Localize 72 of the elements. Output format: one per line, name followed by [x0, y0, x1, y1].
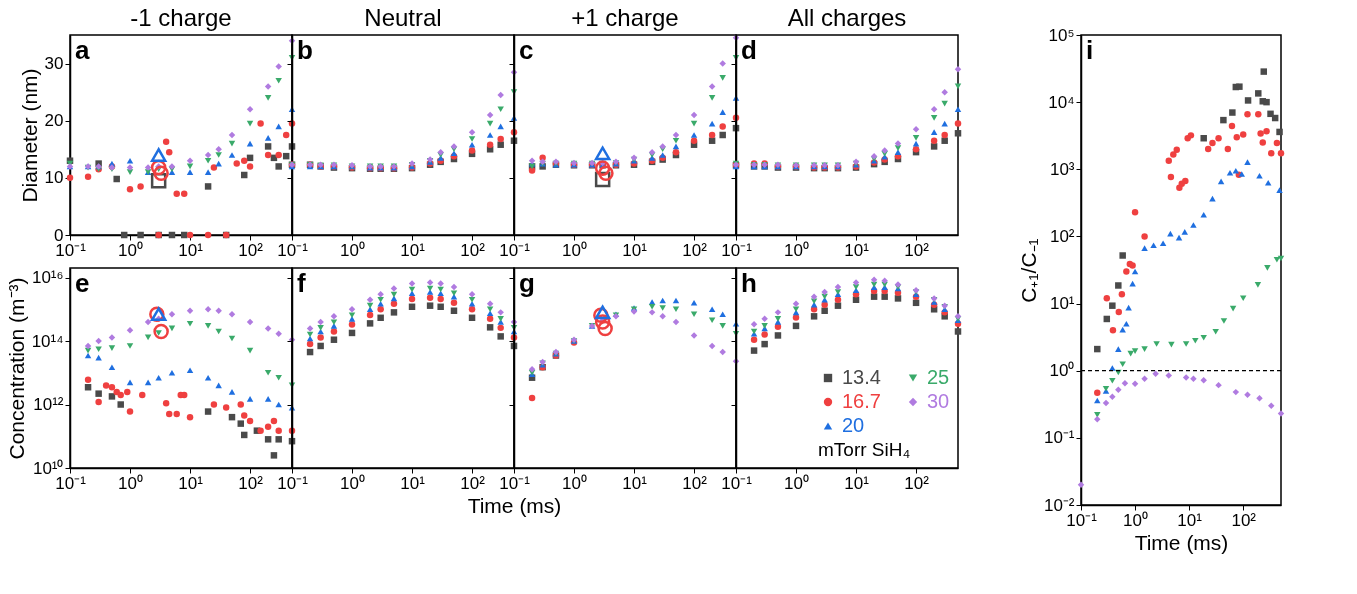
x-tick-label: 10¹	[178, 473, 204, 493]
x-tick-label: 10¹	[400, 240, 426, 260]
x-tick-label: 10²	[460, 240, 486, 260]
annotation: h	[741, 268, 757, 298]
y-tick-label: 10²	[1049, 226, 1075, 246]
x-tick-label: 10²	[682, 473, 708, 493]
legend-title: mTorr SiH₄	[818, 439, 911, 460]
y-axis-title: Diameter (nm)	[17, 68, 41, 203]
annotation: i	[1086, 35, 1094, 65]
x-axis-title: Time (ms)	[1134, 530, 1229, 554]
y-tick-label: 10⁴	[1048, 92, 1075, 112]
y-tick-label: 20	[44, 111, 64, 131]
x-tick-label: 10⁰	[118, 240, 143, 260]
y-axis-title: C₊₁/C₋₁	[1016, 238, 1040, 303]
legend-label: 25	[927, 366, 950, 388]
y-tick-label: 10¹⁴	[31, 331, 64, 351]
legend-label: 30	[927, 390, 950, 412]
x-tick-label: 10⁰	[784, 473, 809, 493]
x-tick-label: 10⁻¹	[721, 240, 753, 260]
chart-title: -1 charge	[130, 4, 232, 31]
x-tick-label: 10¹	[844, 240, 870, 260]
x-tick-label: 10¹	[622, 240, 648, 260]
x-tick-label: 10⁻¹	[499, 473, 531, 493]
y-axis-title: Concentration (m⁻³)	[4, 277, 28, 460]
annotation: d	[741, 35, 757, 65]
x-tick-label: 10¹	[622, 473, 648, 493]
annotation: c	[519, 35, 534, 65]
y-tick-label: 10⁵	[1048, 25, 1075, 45]
annotation: a	[75, 35, 90, 65]
y-tick-label: 10¹²	[33, 395, 64, 415]
y-tick-label: 10⁻¹	[1043, 428, 1075, 448]
x-axis-title: Time (ms)	[467, 493, 562, 517]
x-tick-label: 10²	[1231, 510, 1257, 530]
legend-label: 13.4	[842, 366, 881, 388]
x-tick-label: 10¹	[400, 473, 426, 493]
x-tick-label: 10¹	[178, 240, 204, 260]
x-tick-label: 10⁰	[118, 473, 143, 493]
y-tick-label: 10¹⁶	[31, 268, 64, 288]
annotation: e	[75, 268, 90, 298]
y-tick-label: 10¹⁰	[32, 458, 64, 478]
x-tick-label: 10⁻¹	[499, 240, 531, 260]
annotation: f	[297, 268, 306, 298]
x-tick-label: 10⁰	[562, 240, 587, 260]
legend-label: 20	[842, 414, 865, 436]
y-tick-label: 10	[44, 168, 64, 188]
chart-title: All charges	[787, 4, 907, 31]
x-tick-label: 10⁰	[784, 240, 809, 260]
annotation: b	[297, 35, 313, 65]
x-tick-label: 10⁰	[1123, 510, 1149, 530]
x-tick-label: 10²	[238, 240, 264, 260]
x-tick-label: 10²	[904, 473, 930, 493]
chart-title: +1 charge	[571, 3, 679, 31]
x-tick-label: 10⁰	[562, 473, 587, 493]
y-tick-label: 0	[54, 225, 64, 245]
y-tick-label: 10¹	[1049, 294, 1075, 314]
x-tick-label: 10¹	[1177, 510, 1203, 530]
y-tick-label: 10³	[1049, 159, 1075, 179]
x-tick-label: 10²	[238, 473, 264, 493]
y-tick-label: 30	[44, 54, 64, 74]
x-tick-label: 10²	[460, 473, 486, 493]
x-tick-label: 10²	[682, 240, 708, 260]
legend-label: 16.7	[842, 390, 881, 412]
x-tick-label: 10⁰	[340, 473, 365, 493]
x-tick-label: 10⁰	[340, 240, 365, 260]
x-tick-label: 10⁻¹	[277, 240, 309, 260]
x-tick-label: 10⁻¹	[277, 473, 309, 493]
x-tick-label: 10⁻¹	[721, 473, 753, 493]
y-tick-label: 10⁰	[1049, 361, 1075, 381]
annotation: g	[519, 268, 535, 298]
x-tick-label: 10¹	[844, 473, 870, 493]
chart-title: Neutral	[364, 4, 442, 31]
x-tick-label: 10²	[904, 240, 930, 260]
